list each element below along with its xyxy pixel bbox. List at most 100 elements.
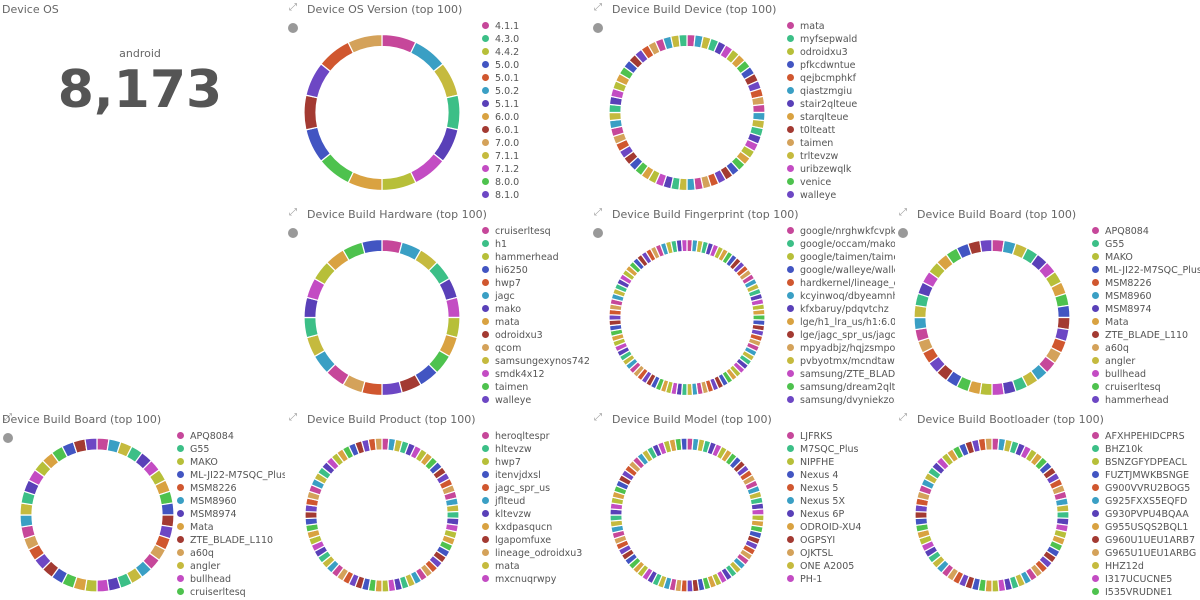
legend-label: t0lteatt [800, 125, 836, 136]
donut-segment [1056, 304, 1071, 319]
legend-label: 5.0.0 [495, 60, 520, 71]
legend-dot [177, 510, 184, 517]
legend-label: mata [800, 21, 825, 32]
legend-label: 6.0.0 [495, 112, 520, 123]
legend-dot [482, 227, 489, 234]
legend-dot [1092, 396, 1099, 403]
legend-dot [787, 523, 794, 530]
legend-item: samsung/ZTE_BLADE... [787, 368, 895, 381]
legend-dot [1092, 266, 1099, 273]
legend-dot [1092, 510, 1099, 517]
legend-toggle [898, 228, 908, 238]
legend-label: 8.1.0 [495, 190, 520, 201]
legend-item: lineage_odroidxu3 [482, 547, 582, 560]
legend-item: 7.0.0 [482, 137, 519, 150]
legend-item: G960U1UEU1ARB7 [1092, 534, 1196, 547]
legend-label: G965U1UEU1ARBG [1105, 548, 1197, 559]
legend-item: google/walleye/walle... [787, 264, 895, 277]
chart-panel: ⤢ Device Build Bootloader (top 100) AFXHPE… [895, 410, 1200, 600]
legend-item: uribzewqlk [787, 163, 857, 176]
legend-label: NIPFHE [800, 457, 835, 468]
legend-item: mxcnuqrwpy [482, 573, 582, 586]
donut-segment [96, 578, 110, 593]
legend-label: 7.1.2 [495, 164, 520, 175]
legend-dot [787, 383, 794, 390]
donut-segment [409, 152, 444, 184]
legend-item: 8.0.0 [482, 176, 519, 189]
legend-label: kltevzw [495, 509, 532, 520]
legend-dot [482, 22, 489, 29]
legend-label: G960U1UEU1ARB7 [1105, 535, 1196, 546]
legend-dot [787, 445, 794, 452]
legend-dot [177, 575, 184, 582]
legend-toggle [3, 433, 13, 443]
legend-dot [482, 113, 489, 120]
legend-item: ZTE_BLADE_L110 [177, 534, 285, 547]
legend-label: starqlteue [800, 112, 849, 123]
legend-label: G55 [190, 444, 210, 455]
legend-item: kfxbaruy/pdqvtchz [787, 303, 895, 316]
legend-item: 5.0.1 [482, 72, 519, 85]
legend-label: ONE A2005 [800, 561, 855, 572]
legend-dot [1092, 536, 1099, 543]
legend-dot [787, 35, 794, 42]
legend-dot [1092, 523, 1099, 530]
legend-label: hardkernel/lineage_o... [800, 278, 895, 289]
legend-dot [177, 471, 184, 478]
expand-icon: ⤢ [289, 207, 297, 218]
legend-dot [177, 562, 184, 569]
legend-label: hi6250 [495, 265, 528, 276]
legend-label: Nexus 4 [800, 470, 839, 481]
legend-item: google/taimen/taime... [787, 251, 895, 264]
panel-title: Device OS [2, 3, 59, 16]
legend-dot [482, 445, 489, 452]
legend-item: G900VVRU2BOG5 [1092, 482, 1196, 495]
legend-item: OJKTSL [787, 547, 861, 560]
legend-dot [482, 318, 489, 325]
legend-label: a60q [190, 548, 214, 559]
legend-item: lge/h1_lra_us/h1:6.0... [787, 316, 895, 329]
legend-item: hltevzw [482, 443, 582, 456]
legend-dot [482, 331, 489, 338]
legend-item: MAKO [1092, 251, 1200, 264]
legend-item: hwp7 [482, 277, 590, 290]
legend-dot [177, 588, 184, 595]
legend-dot [787, 74, 794, 81]
legend-dot [177, 458, 184, 465]
donut-segment [432, 63, 459, 99]
legend-item: LJFRKS [787, 430, 861, 443]
donut-segment [84, 437, 98, 452]
legend-item: qejbcmphkf [787, 72, 857, 85]
legend-dot [482, 165, 489, 172]
legend-label: cruiserltesq [1105, 382, 1161, 393]
donut-segment [381, 171, 417, 192]
legend-dot [1092, 588, 1099, 595]
legend-label: 4.4.2 [495, 47, 520, 58]
legend-label: jagc [495, 291, 515, 302]
donut-segment [686, 382, 694, 397]
legend-item: Nexus 4 [787, 469, 861, 482]
panel-title: Device Build Board (top 100) [2, 413, 162, 426]
legend-item: AFXHPEHIDCPRS [1092, 430, 1196, 443]
legend-item: 4.1.1 [482, 20, 519, 33]
legend-item: mata [482, 560, 582, 573]
expand-icon: ⤢ [594, 207, 602, 218]
legend-dot [787, 370, 794, 377]
legend-label: G900VVRU2BOG5 [1105, 483, 1191, 494]
legend-item: t0lteatt [787, 124, 857, 137]
legend-item: kxdpasqucn [482, 521, 582, 534]
donut-segment [445, 503, 460, 513]
panel-title: Device Build Fingerprint (top 100) [612, 208, 799, 221]
legend-item: mata [787, 20, 857, 33]
legend-item: hi6250 [482, 264, 590, 277]
legend-dot [787, 227, 794, 234]
legend-item: PH-1 [787, 573, 861, 586]
donut-segment [751, 508, 765, 516]
legend-dot [1092, 458, 1099, 465]
donut-segment [686, 177, 696, 192]
legend-item: MSM8974 [1092, 303, 1200, 316]
legend-dot [482, 178, 489, 185]
legend: 4.1.1 4.3.0 4.4.2 5.0.0 5.0.1 5.0.2 5.1.1 6.0.0… [482, 20, 519, 203]
legend-item: I317UCUCNE5 [1092, 573, 1196, 586]
legend-item: 7.1.2 [482, 163, 519, 176]
